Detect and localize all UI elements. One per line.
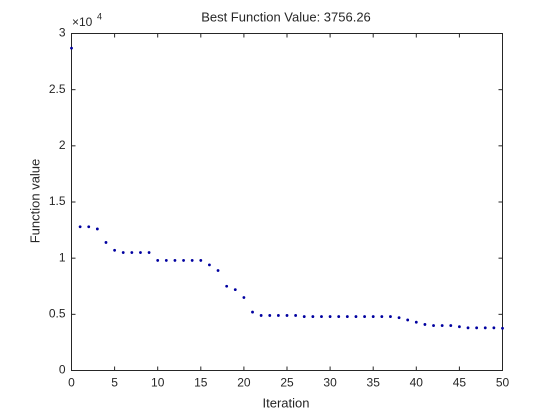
point	[389, 315, 392, 318]
point	[397, 316, 401, 320]
point	[276, 314, 280, 317]
chart-title: Best Function Value: 3756.26	[201, 9, 371, 24]
point	[147, 251, 151, 254]
x-tick-label: 20	[237, 376, 251, 390]
point	[156, 259, 160, 262]
point	[95, 227, 99, 231]
y-exponent-power: 4	[97, 11, 102, 21]
point	[285, 314, 289, 317]
point	[475, 326, 479, 330]
point	[345, 315, 349, 318]
x-tick-label: 25	[280, 376, 294, 390]
point	[337, 315, 341, 318]
point	[242, 296, 246, 299]
point	[113, 248, 116, 252]
point	[466, 326, 470, 330]
point	[294, 314, 298, 317]
point	[225, 284, 229, 288]
point	[87, 225, 91, 229]
point	[302, 315, 306, 318]
y-tick-label: 1.5	[49, 194, 66, 208]
point	[78, 225, 82, 229]
point	[440, 324, 444, 327]
point	[371, 315, 375, 318]
y-tick-label: 3	[59, 26, 66, 40]
x-tick-label: 45	[453, 376, 467, 390]
x-axis-label: Iteration	[263, 395, 310, 410]
point	[199, 259, 203, 262]
y-tick-label: 2	[59, 138, 66, 152]
point	[139, 251, 142, 254]
x-tick-label: 15	[194, 376, 208, 390]
y-axis-label: Function value	[27, 159, 42, 244]
point	[432, 324, 435, 327]
point	[216, 269, 220, 272]
point	[182, 259, 185, 262]
point	[406, 318, 410, 322]
point	[363, 315, 366, 318]
point	[208, 263, 211, 267]
x-tick-label: 10	[151, 376, 165, 390]
x-tick-label: 5	[111, 376, 118, 390]
plot-frame	[71, 33, 503, 371]
point	[458, 325, 461, 329]
point	[423, 323, 427, 326]
y-tick-label: 2.5	[49, 82, 66, 96]
point	[328, 315, 332, 318]
point	[130, 251, 134, 254]
x-tick-label: 50	[496, 376, 510, 390]
point	[164, 259, 168, 262]
y-tick-label: 0	[59, 363, 66, 377]
point	[380, 315, 384, 318]
x-tick-label: 30	[323, 376, 337, 390]
point	[483, 326, 487, 330]
point	[311, 315, 315, 318]
point	[70, 46, 73, 50]
point	[449, 324, 453, 327]
point	[268, 314, 272, 317]
y-tick-label: 0.5	[49, 307, 66, 321]
point	[121, 251, 125, 254]
point	[320, 315, 323, 318]
x-tick-label: 40	[410, 376, 424, 390]
x-tick-label: 35	[367, 376, 381, 390]
point	[259, 314, 263, 317]
point	[492, 326, 496, 330]
point	[173, 259, 177, 262]
point	[251, 310, 254, 314]
point	[354, 315, 358, 318]
y-tick-label: 1	[59, 250, 66, 264]
point	[501, 326, 504, 330]
point	[104, 241, 108, 244]
point	[414, 320, 418, 324]
point	[233, 288, 237, 292]
y-exponent-base: ×10	[72, 15, 93, 29]
x-tick-label: 0	[68, 376, 75, 390]
point	[190, 259, 194, 262]
